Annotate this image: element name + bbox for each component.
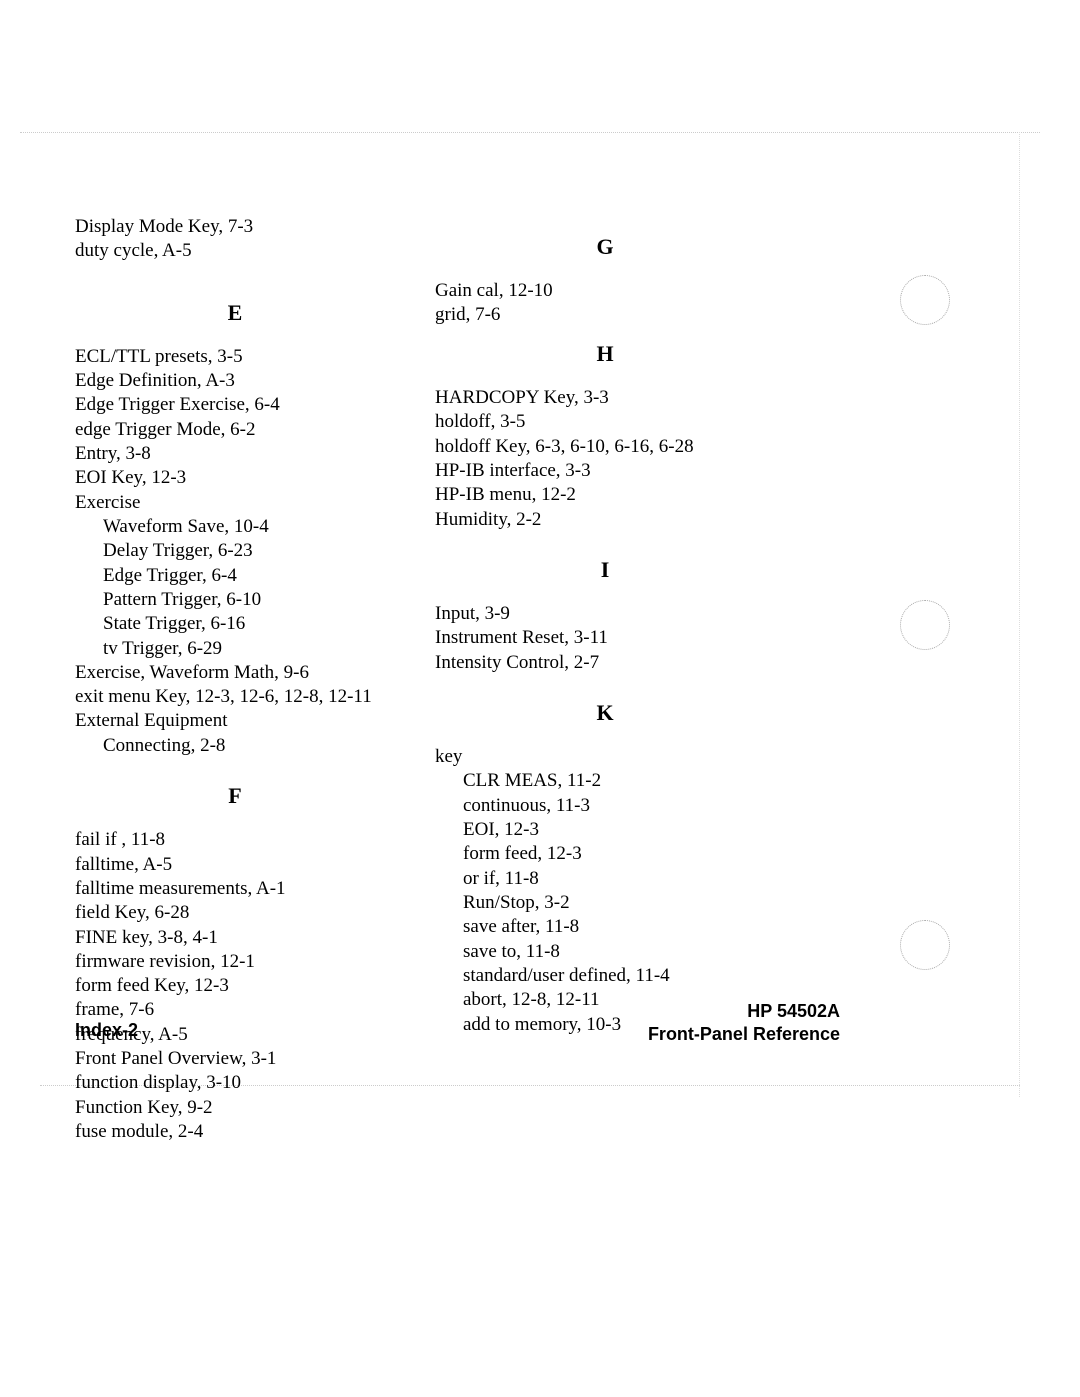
index-entry: standard/user defined, 11-4 [435,964,775,988]
index-entry: tv Trigger, 6-29 [75,637,395,661]
page: Display Mode Key, 7-3 duty cycle, A-5 E … [0,0,1080,1397]
index-entry: falltime measurements, A-1 [75,877,395,901]
index-entry: State Trigger, 6-16 [75,612,395,636]
index-entry: HARDCOPY Key, 3-3 [435,386,775,410]
document-model: HP 54502A [648,1000,840,1023]
index-entry: firmware revision, 12-1 [75,950,395,974]
index-section-heading: K [435,699,775,727]
index-entry: Instrument Reset, 3-11 [435,626,775,650]
index-entry: External Equipment [75,709,395,733]
index-section-heading: E [75,299,395,327]
index-entry: falltime, A-5 [75,853,395,877]
index-entry: fuse module, 2-4 [75,1120,395,1144]
index-entry: Gain cal, 12-10 [435,279,775,303]
index-entry: ECL/TTL presets, 3-5 [75,345,395,369]
index-entry: HP-IB interface, 3-3 [435,459,775,483]
index-content: Display Mode Key, 7-3 duty cycle, A-5 E … [75,215,1005,1144]
index-entry: Waveform Save, 10-4 [75,515,395,539]
index-entry: form feed Key, 12-3 [75,974,395,998]
index-section-heading: F [75,782,395,810]
index-column-left: Display Mode Key, 7-3 duty cycle, A-5 E … [75,215,395,1144]
index-entry: Delay Trigger, 6-23 [75,539,395,563]
index-entry: Edge Trigger, 6-4 [75,564,395,588]
index-entry: Humidity, 2-2 [435,508,775,532]
index-entry: Exercise, Waveform Math, 9-6 [75,661,395,685]
scan-artifact-top [20,132,1040,133]
index-entry: save to, 11-8 [435,940,775,964]
index-entry: FINE key, 3-8, 4-1 [75,926,395,950]
index-entry: Entry, 3-8 [75,442,395,466]
index-entry: duty cycle, A-5 [75,239,395,263]
index-entry: Display Mode Key, 7-3 [75,215,395,239]
index-entry: continuous, 11-3 [435,794,775,818]
index-entry: CLR MEAS, 11-2 [435,769,775,793]
index-entry: Connecting, 2-8 [75,734,395,758]
index-entry: function display, 3-10 [75,1071,395,1095]
index-entry: Exercise [75,491,395,515]
document-title: HP 54502A Front-Panel Reference [648,1000,840,1047]
page-number: Index-2 [75,1020,138,1041]
index-entry: edge Trigger Mode, 6-2 [75,418,395,442]
index-entry: Edge Definition, A-3 [75,369,395,393]
index-entry: HP-IB menu, 12-2 [435,483,775,507]
index-entry: key [435,745,775,769]
index-entry: or if, 11-8 [435,867,775,891]
index-section-heading: G [435,233,775,261]
index-entry: Input, 3-9 [435,602,775,626]
index-entry: Pattern Trigger, 6-10 [75,588,395,612]
index-entry: grid, 7-6 [435,303,775,327]
index-entry: holdoff Key, 6-3, 6-10, 6-16, 6-28 [435,435,775,459]
index-entry: Edge Trigger Exercise, 6-4 [75,393,395,417]
index-entry: Function Key, 9-2 [75,1096,395,1120]
index-entry: form feed, 12-3 [435,842,775,866]
document-subtitle: Front-Panel Reference [648,1023,840,1046]
index-entry: EOI, 12-3 [435,818,775,842]
index-entry: fail if , 11-8 [75,828,395,852]
index-entry: holdoff, 3-5 [435,410,775,434]
index-entry: save after, 11-8 [435,915,775,939]
index-section-heading: H [435,340,775,368]
index-entry: Run/Stop, 3-2 [435,891,775,915]
index-section-heading: I [435,556,775,584]
index-entry: Front Panel Overview, 3-1 [75,1047,395,1071]
scan-artifact-side [1019,132,1020,1097]
index-entry: Intensity Control, 2-7 [435,651,775,675]
index-entry: exit menu Key, 12-3, 12-6, 12-8, 12-11 [75,685,395,709]
index-entry: EOI Key, 12-3 [75,466,395,490]
index-entry: field Key, 6-28 [75,901,395,925]
